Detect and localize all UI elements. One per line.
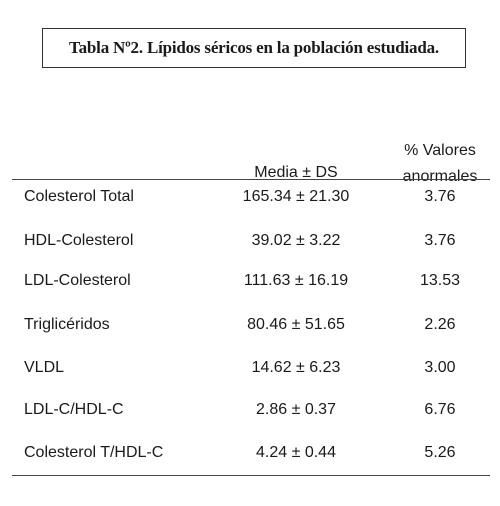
abnormal-percent: 13.53 <box>419 272 461 289</box>
row-label: LDL-C/HDL-C <box>24 401 124 418</box>
abnormal-percent: 3.76 <box>424 188 456 205</box>
mean-sd: 4.24 ± 0.44 <box>256 444 336 461</box>
row-label: HDL-Colesterol <box>24 232 134 249</box>
abnormal-percent: 6.76 <box>424 401 456 418</box>
mean-sd: 80.46 ± 51.65 <box>247 316 345 333</box>
mean-sd: 165.34 ± 21.30 <box>242 188 350 205</box>
abnormal-percent: 3.00 <box>424 359 456 376</box>
mean-sd: 14.62 ± 6.23 <box>251 359 341 376</box>
row-label: VLDL <box>24 359 65 376</box>
row-label: Colesterol Total <box>24 188 134 205</box>
row-label: Colesterol T/HDL-C <box>24 444 164 461</box>
column-header: Media ± DS <box>254 164 338 181</box>
row-label: Triglicéridos <box>24 316 110 333</box>
mean-sd: 39.02 ± 3.22 <box>251 232 341 249</box>
bottom-rule <box>12 475 490 476</box>
header-rule <box>12 179 490 180</box>
abnormal-percent: 2.26 <box>424 316 456 333</box>
mean-sd: 2.86 ± 0.37 <box>256 401 336 418</box>
row-label: LDL-Colesterol <box>24 272 131 289</box>
column-header: % Valores anormales <box>402 142 478 185</box>
mean-sd: 111.63 ± 16.19 <box>243 272 349 289</box>
abnormal-percent: 5.26 <box>424 444 456 461</box>
abnormal-percent: 3.76 <box>424 232 456 249</box>
table-title: Tabla Nº2. Lípidos séricos en la poblaci… <box>42 28 466 68</box>
